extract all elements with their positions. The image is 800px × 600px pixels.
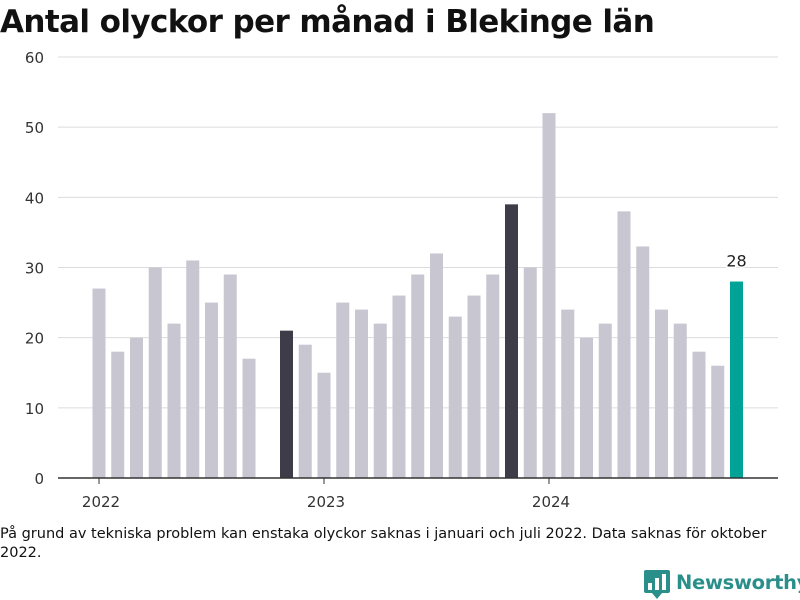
bar <box>598 323 612 478</box>
bar-chart: 0 10 20 30 40 50 60 28 2022 2023 2024 <box>25 49 778 511</box>
bar <box>711 365 725 478</box>
x-axis: 2022 2023 2024 <box>58 477 778 511</box>
bar <box>542 113 556 478</box>
y-tick-label: 30 <box>25 260 44 278</box>
latest-value-label: 28 <box>726 252 746 271</box>
bar <box>692 351 706 478</box>
newsworthy-logo-icon <box>644 570 670 599</box>
bar <box>523 267 537 478</box>
chart-title: Antal olyckor per månad i Blekinge län <box>0 4 655 40</box>
bar <box>355 309 368 478</box>
bar <box>392 295 406 478</box>
bar <box>505 204 518 478</box>
bar <box>411 274 425 478</box>
y-axis-labels: 0 10 20 30 40 50 60 <box>25 49 44 488</box>
bars <box>92 113 743 478</box>
brand-name: Newsworthy <box>676 571 800 594</box>
bar <box>242 358 256 478</box>
y-tick-label: 20 <box>25 330 44 348</box>
y-tick-label: 60 <box>25 49 44 67</box>
bar <box>673 323 687 478</box>
bar <box>223 274 237 478</box>
brand-logo[interactable]: Newsworthy <box>644 570 800 600</box>
bar <box>148 267 162 478</box>
bar <box>130 337 143 478</box>
x-tick-label: 2023 <box>307 493 345 511</box>
bar <box>617 211 631 478</box>
y-tick-label: 50 <box>25 119 44 137</box>
bar <box>186 260 200 478</box>
bar <box>636 246 650 478</box>
bar <box>298 344 312 478</box>
bar <box>655 309 668 478</box>
bar <box>373 323 387 478</box>
y-tick-label: 10 <box>25 400 44 418</box>
bar <box>486 274 500 478</box>
bar <box>205 302 218 478</box>
bar <box>730 281 743 478</box>
bar <box>467 295 481 478</box>
bar <box>317 372 331 478</box>
x-tick-label: 2024 <box>532 493 570 511</box>
bar <box>561 309 575 478</box>
footnote: På grund av tekniska problem kan enstaka… <box>0 526 767 561</box>
bar <box>448 316 462 478</box>
y-tick-label: 0 <box>34 470 44 488</box>
bar <box>111 351 125 478</box>
data-labels: 28 <box>725 250 748 272</box>
y-tick-label: 40 <box>25 189 44 207</box>
bar <box>280 330 293 478</box>
bar <box>430 253 443 478</box>
bar <box>92 288 106 478</box>
bar <box>580 337 593 478</box>
x-tick-label: 2022 <box>82 493 120 511</box>
bar <box>167 323 181 478</box>
bar <box>336 302 350 478</box>
